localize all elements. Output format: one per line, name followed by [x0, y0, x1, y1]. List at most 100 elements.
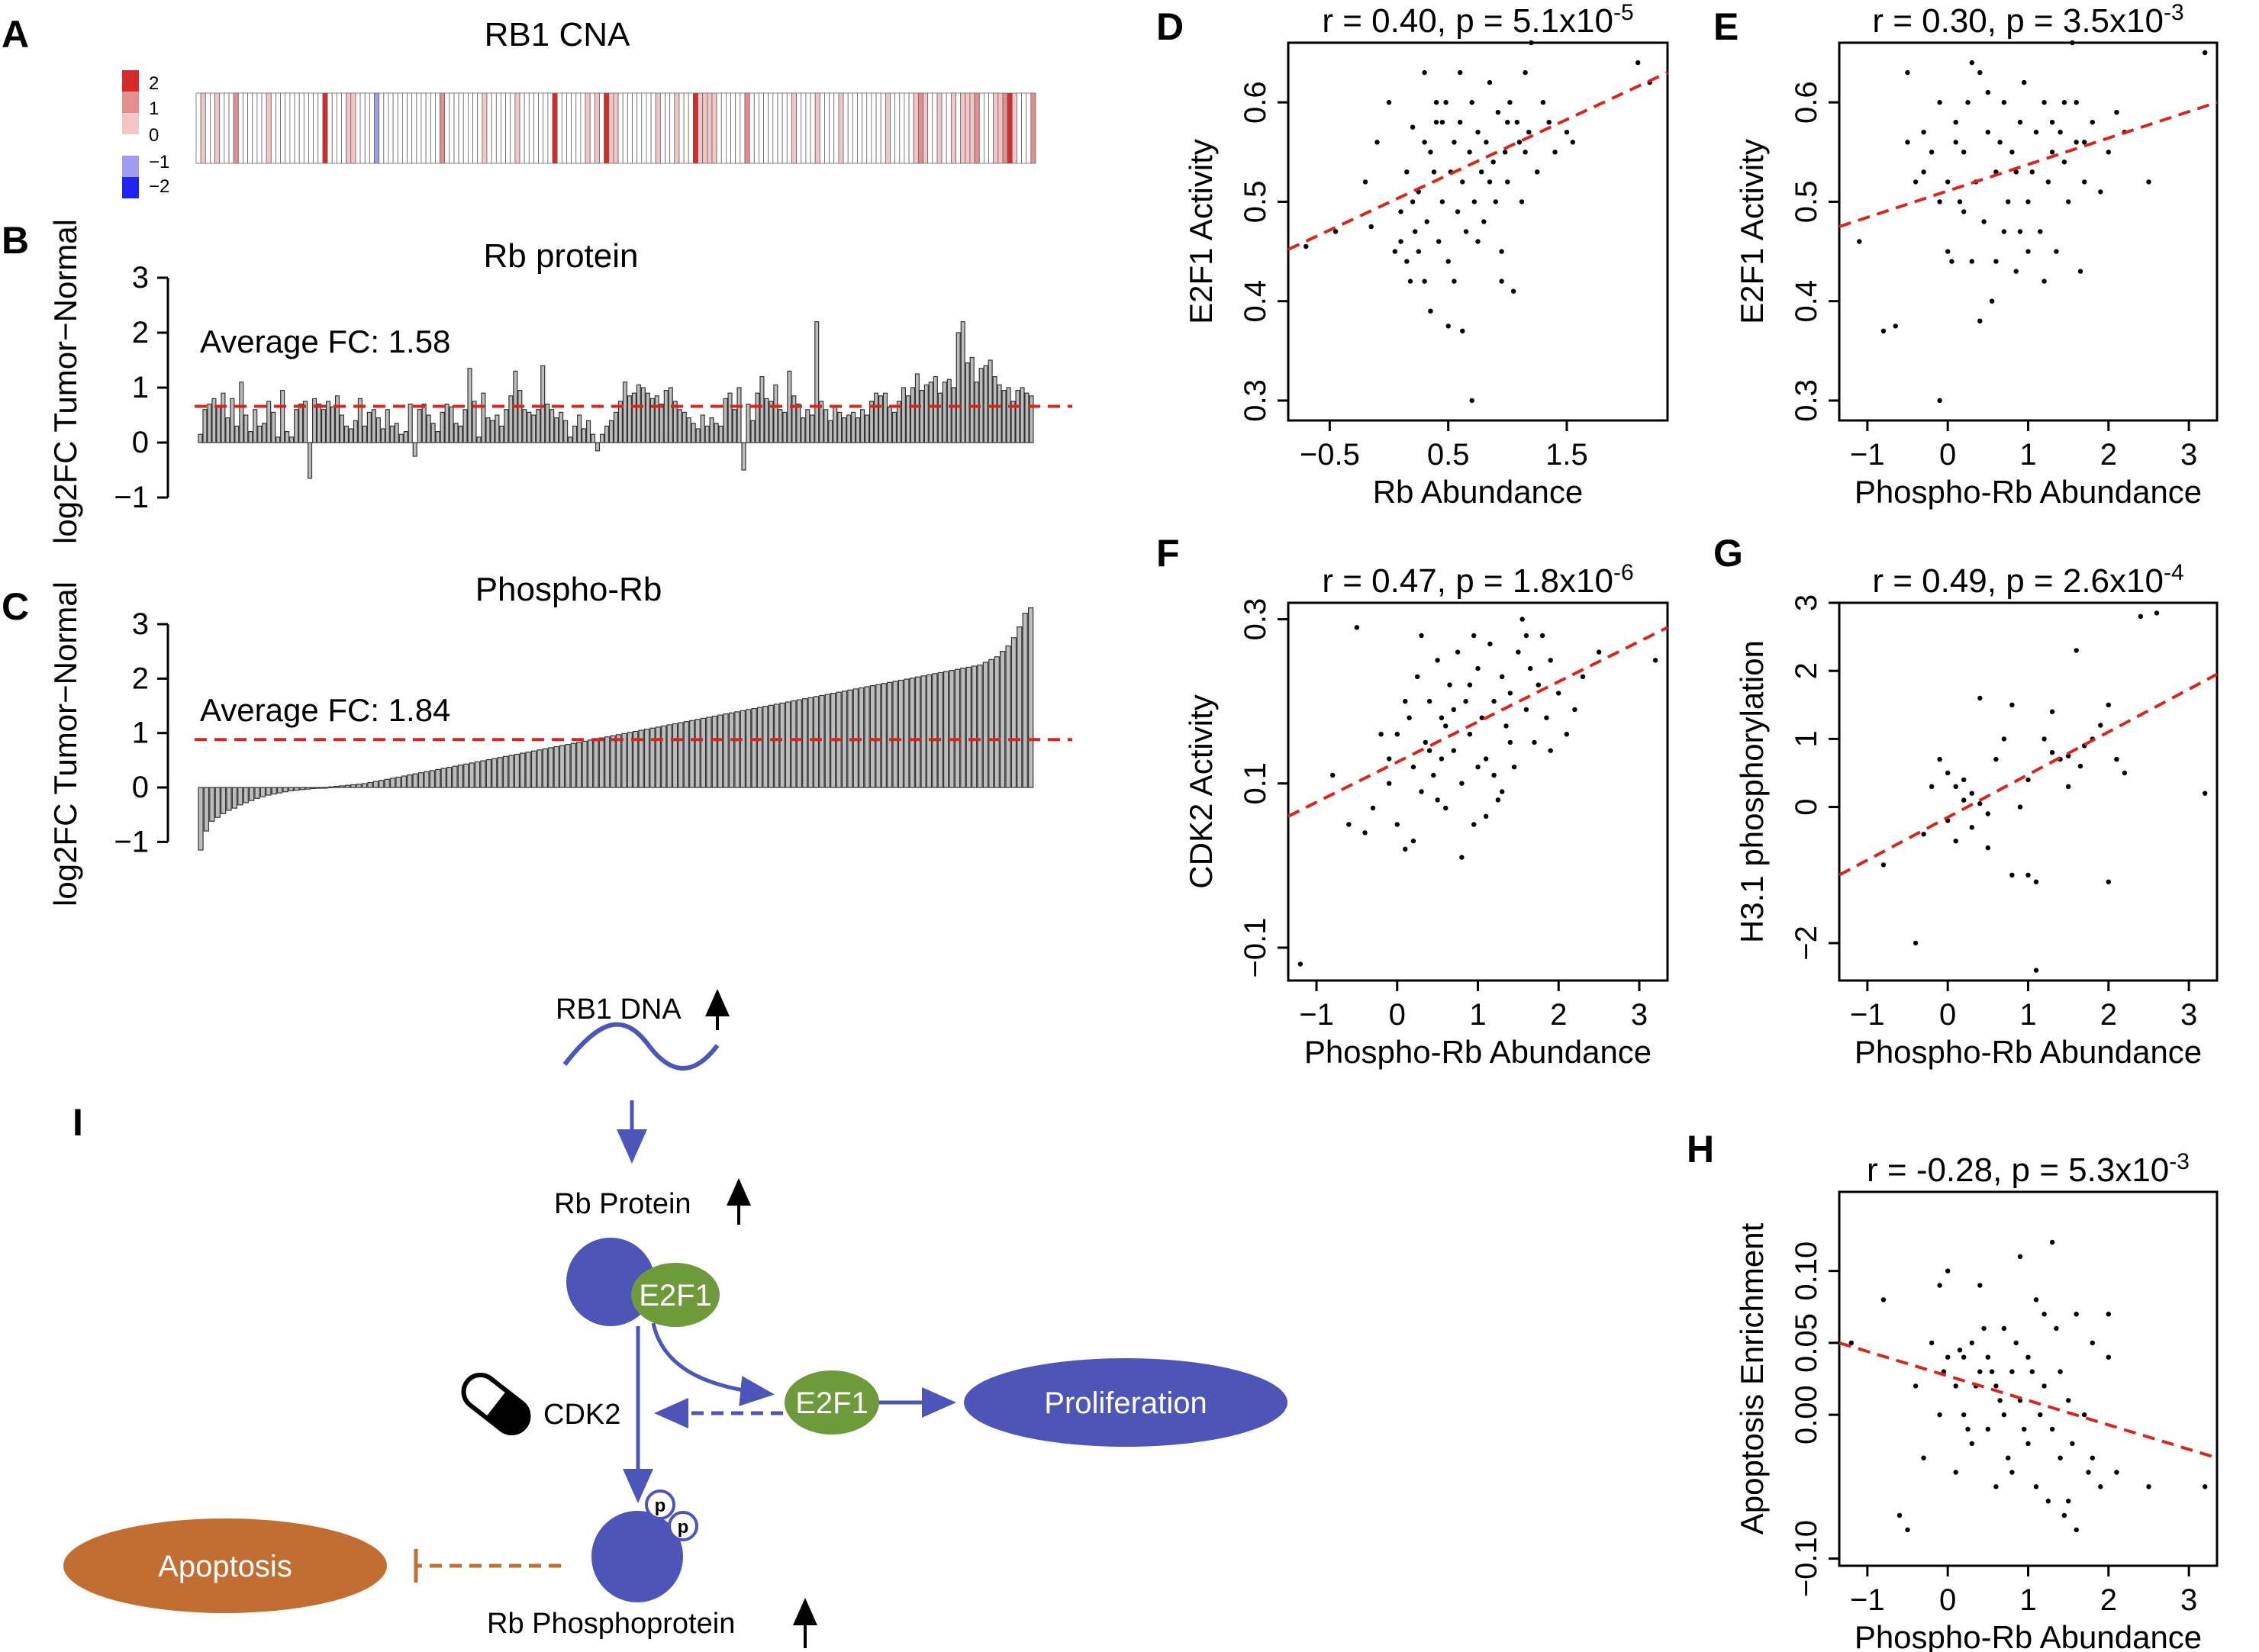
cna-cell [880, 92, 886, 164]
panel-c-bar [796, 699, 802, 788]
panel-h-point [2033, 1484, 2039, 1489]
panel-c-bar [344, 784, 351, 788]
panel-f-point [1419, 789, 1424, 794]
panel-c-bar [530, 750, 537, 788]
cna-cell [379, 92, 385, 164]
panel-g-point [1977, 695, 1983, 701]
cna-cell [978, 92, 984, 164]
panel-b-bar [942, 382, 947, 443]
panel-c-bar [514, 753, 520, 788]
cna-legend-swatch-m2 [122, 177, 139, 198]
panel-f-point [1455, 649, 1461, 655]
panel-c-bar [972, 665, 978, 788]
panel-b-bar [599, 433, 605, 443]
panel-c-bar [977, 664, 983, 788]
cna-cell [941, 92, 947, 164]
panel-c-bar [305, 787, 311, 790]
panel-c-bar [311, 787, 317, 790]
panel-f-x-label: Phospho-Rb Abundance [1304, 1034, 1652, 1070]
cna-cell [768, 92, 774, 164]
cna-cell [566, 92, 572, 164]
panel-d-point [1490, 159, 1496, 165]
panel-c-bar [937, 671, 943, 788]
panel-b-bar [545, 403, 550, 443]
panel-b-bar [586, 420, 591, 443]
panel-c-bar [627, 732, 633, 788]
panel-d-point [1431, 169, 1437, 175]
panel-d-point [1424, 219, 1429, 224]
panel-g-point [1929, 784, 1935, 790]
panel-f-point [1511, 765, 1517, 770]
panel-b-bar [896, 401, 901, 443]
cna-cell [1030, 92, 1036, 164]
panel-b-bar [1024, 392, 1030, 443]
panel-h-point [1921, 1455, 1926, 1460]
rb1-dna-label: RB1 DNA [556, 993, 682, 1026]
panel-d-point [1452, 140, 1457, 145]
cna-cell [453, 92, 459, 164]
panel-d-x-tick-label: 0.5 [1427, 438, 1470, 472]
panel-h-point [1977, 1283, 1983, 1288]
panel-c-bar [740, 710, 746, 788]
panel-h-point [1953, 1383, 1958, 1389]
panel-h-point [2061, 1512, 2067, 1518]
panel-d-x-tick-label: −0.5 [1300, 438, 1360, 472]
panel-c-bar [502, 755, 509, 788]
cna-cell [908, 92, 914, 164]
cna-cell [786, 92, 792, 164]
panel-c-bar [520, 752, 526, 788]
cna-cell [303, 92, 309, 164]
panel-g-y-tick-label: 1 [1790, 730, 1823, 747]
panel-e-point [1961, 209, 1967, 214]
panel-d-point [1507, 100, 1513, 105]
cna-cell [693, 92, 698, 164]
panel-d-point [1436, 239, 1442, 244]
panel-h-point [1957, 1348, 1963, 1353]
panel-h-point [2022, 1426, 2027, 1432]
panel-e-point [2013, 269, 2019, 274]
panel-b-bar [308, 442, 313, 479]
panel-d-plot-frame [1287, 41, 1669, 422]
cna-cell [899, 92, 905, 164]
panel-c-bar [316, 787, 323, 789]
panel-h-point [2106, 1354, 2111, 1360]
panel-h-point [1945, 1268, 1951, 1274]
cna-cell [575, 92, 582, 164]
apoptosis-label: Apoptosis [158, 1550, 292, 1583]
panel-g-point [1945, 770, 1951, 776]
panel-e-point [2041, 100, 2047, 105]
panel-f-y-tick-label: −0.1 [1239, 917, 1272, 977]
cna-cell [247, 92, 253, 164]
panel-d-point [1304, 243, 1309, 250]
panel-e-point [1921, 169, 1926, 175]
panel-e-point [1905, 69, 1910, 76]
cna-cell [871, 92, 877, 164]
panel-b-bar [590, 433, 596, 443]
cna-cell [936, 92, 943, 164]
cna-cell [270, 92, 276, 164]
panel-b-bar [417, 409, 422, 443]
panel-b-bar [769, 401, 774, 443]
panel-c-bar [994, 656, 1000, 788]
panel-b-bar [531, 414, 537, 443]
panel-c-bar [367, 781, 373, 788]
panel-h-point [1953, 1470, 1958, 1475]
cna-cell [359, 92, 366, 164]
panel-e-point [1957, 199, 1963, 204]
panel-b-bar [773, 384, 778, 443]
panel-e-point [2114, 110, 2119, 115]
cna-cell [237, 92, 243, 164]
panel-b-bar [627, 395, 632, 443]
panel-d-point [1475, 239, 1481, 244]
panel-d-y-tick-label: 0.4 [1239, 280, 1272, 323]
cna-legend-swatch-05 [122, 113, 139, 134]
cna-cell [313, 92, 319, 164]
cna-cell [369, 92, 375, 164]
panel-e-point [2082, 140, 2087, 145]
cna-cell [655, 92, 661, 164]
cna-cell [308, 92, 314, 164]
panel-a-cna-heatmap: RB1 CNA 2 1 0 −1 −2 [122, 16, 1036, 198]
panel-b-bar [554, 417, 559, 443]
panel-f-point [1528, 665, 1533, 671]
panel-f-point [1435, 658, 1440, 663]
